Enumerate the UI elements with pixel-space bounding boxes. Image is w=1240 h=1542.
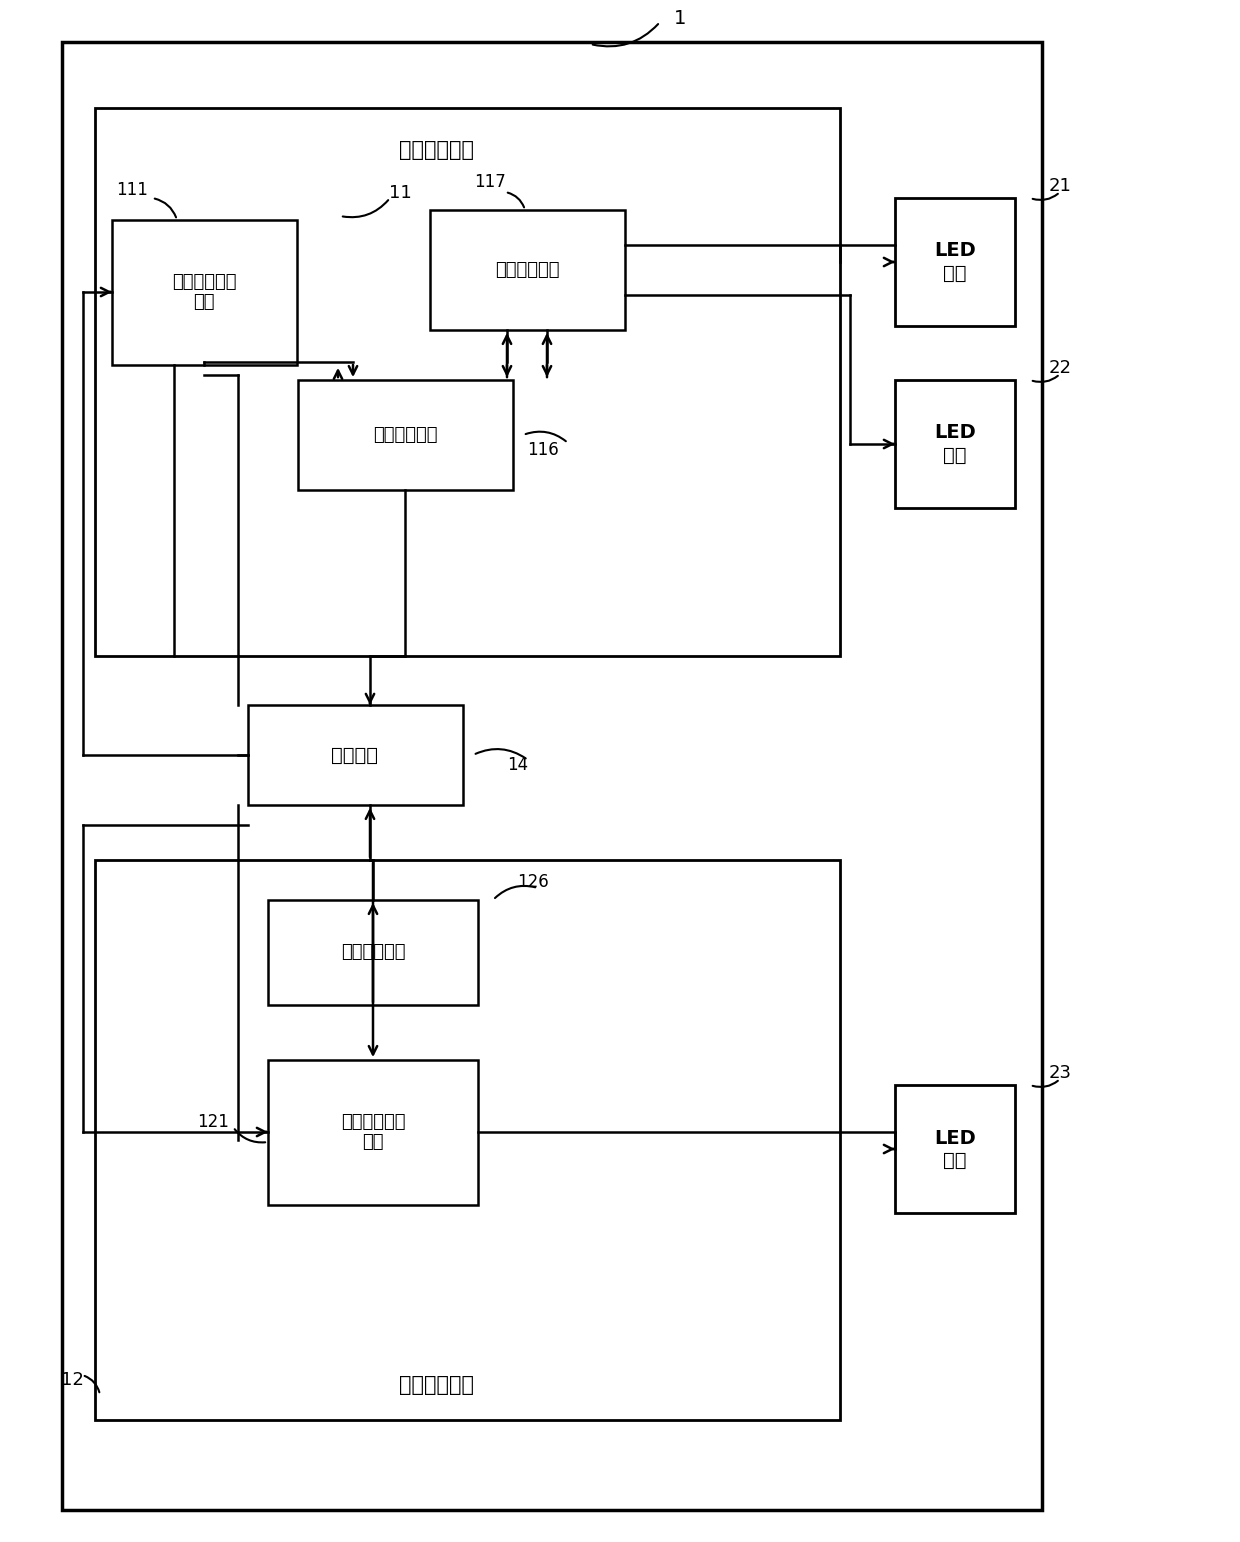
Bar: [895, 197, 1016, 325]
Text: 21: 21: [1049, 177, 1071, 194]
Text: 12: 12: [61, 1371, 83, 1389]
Bar: [895, 1086, 1016, 1214]
Bar: [95, 860, 839, 1420]
Text: 第一受控开关
单元: 第一受控开关 单元: [172, 273, 237, 311]
Text: 第二受控开关
单元: 第二受控开关 单元: [341, 1113, 405, 1152]
Text: 11: 11: [388, 183, 412, 202]
Bar: [95, 108, 839, 655]
Text: LED
负载: LED 负载: [934, 1129, 976, 1169]
Text: 14: 14: [507, 756, 528, 774]
Text: 111: 111: [117, 180, 148, 199]
Text: 第一恒定单元: 第一恒定单元: [495, 261, 559, 279]
Text: 121: 121: [197, 1113, 229, 1130]
Bar: [112, 221, 298, 365]
Text: 23: 23: [1049, 1064, 1071, 1082]
Bar: [430, 210, 625, 330]
Text: 控制单元: 控制单元: [331, 745, 378, 765]
Text: 117: 117: [474, 173, 506, 191]
Text: LED
负载: LED 负载: [934, 424, 976, 464]
Text: 1: 1: [673, 9, 686, 28]
Bar: [248, 705, 463, 805]
Text: 第二采样单元: 第二采样单元: [341, 944, 405, 961]
Text: 第一采样单元: 第一采样单元: [373, 426, 438, 444]
Bar: [298, 379, 513, 490]
Text: 第一供电单元: 第一供电单元: [399, 140, 475, 160]
Text: 第二供电单元: 第二供电单元: [399, 1375, 475, 1396]
Text: LED
负载: LED 负载: [934, 242, 976, 282]
Text: 22: 22: [1049, 359, 1071, 376]
Text: 126: 126: [517, 873, 549, 891]
Bar: [62, 42, 1042, 1510]
Bar: [268, 1059, 477, 1204]
Text: 116: 116: [527, 441, 559, 460]
Bar: [895, 379, 1016, 507]
Bar: [268, 901, 477, 1005]
